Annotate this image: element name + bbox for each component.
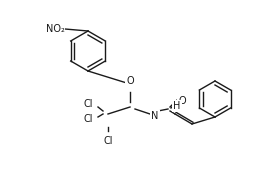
Text: N: N: [151, 111, 159, 121]
Text: O: O: [178, 96, 186, 106]
Text: Cl: Cl: [103, 136, 113, 146]
Text: O: O: [126, 76, 134, 86]
Text: H: H: [173, 101, 181, 111]
Text: Cl: Cl: [83, 99, 93, 109]
Text: Cl: Cl: [83, 114, 93, 124]
Text: NO₂: NO₂: [46, 24, 65, 34]
